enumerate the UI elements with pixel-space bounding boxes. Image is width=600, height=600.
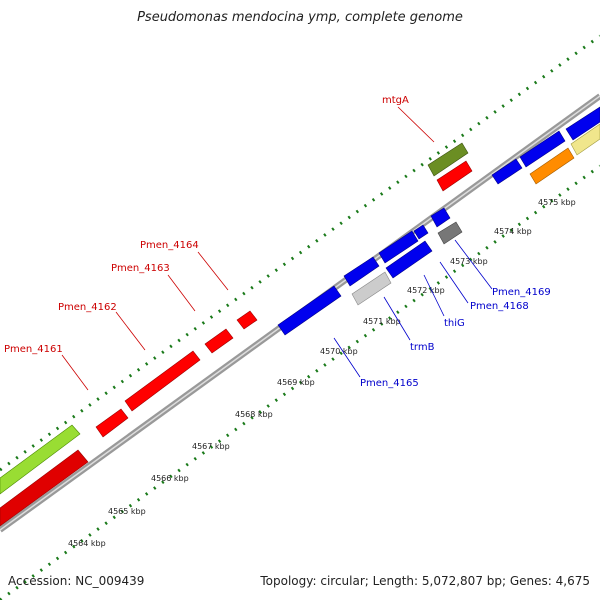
genome-summary: Topology: circular; Length: 5,072,807 bp… [260, 574, 590, 588]
inner-tick-ring [0, 164, 600, 600]
gene-red [0, 449, 89, 527]
reverse-strand-genes [277, 123, 600, 336]
leader-line [423, 274, 445, 317]
accession-label: Accession: NC_009439 [8, 574, 145, 588]
gene-label-Pmen_4163: Pmen_4163 [111, 263, 170, 274]
gene-red [124, 350, 201, 412]
gene-blue [430, 207, 451, 228]
gene-cream [570, 123, 600, 156]
gene-label-thiG: thiG [444, 318, 465, 329]
leader-line [397, 106, 435, 143]
gene-blue [491, 158, 523, 185]
gene-label-trmB: trmB [410, 342, 435, 353]
leader-line [454, 239, 493, 290]
gene-gray [437, 221, 463, 245]
leader-line [197, 251, 229, 291]
gene-light-gray [351, 271, 392, 306]
gene-red [95, 408, 129, 438]
gene-blue [519, 130, 566, 168]
leader-line [115, 311, 146, 351]
gene-label-Pmen_4162: Pmen_4162 [58, 302, 117, 313]
scale-label: 4570 kbp [320, 347, 358, 356]
gene-red [204, 328, 234, 354]
gene-blue [385, 240, 433, 279]
gene-label-Pmen_4168: Pmen_4168 [470, 301, 529, 312]
scale-label: 4567 kbp [192, 442, 230, 451]
scale-label: 4573 kbp [450, 257, 488, 266]
leader-line [383, 296, 411, 341]
gene-label-Pmen_4169: Pmen_4169 [492, 287, 551, 298]
gene-blue [343, 256, 380, 287]
forward-strand-genes [0, 106, 600, 527]
reverse-gene-labels: Pmen_4169 Pmen_4168 thiG trmB Pmen_4165 [333, 239, 551, 389]
gene-blue [413, 224, 429, 240]
scale-labels: 4564 kbp 4565 kbp 4566 kbp 4567 kbp 4568… [68, 198, 576, 548]
forward-gene-labels: mtgA Pmen_4164 Pmen_4163 Pmen_4162 Pmen_… [4, 95, 435, 391]
leader-line [167, 274, 196, 312]
gene-orange [529, 147, 575, 185]
scale-label: 4575 kbp [538, 198, 576, 207]
outer-tick-ring [0, 34, 600, 472]
scale-label: 4568 kbp [235, 410, 273, 419]
scale-label: 4571 kbp [363, 317, 401, 326]
leader-line [61, 354, 89, 391]
leader-line [439, 261, 469, 304]
gene-label-Pmen_4165: Pmen_4165 [360, 378, 419, 389]
gene-label-Pmen_4164: Pmen_4164 [140, 240, 199, 251]
scale-label: 4569 kbp [277, 378, 315, 387]
scale-label: 4564 kbp [68, 539, 106, 548]
leader-line [333, 337, 361, 378]
gene-olive [427, 142, 469, 177]
gene-light-green [0, 424, 81, 495]
gene-blue [378, 230, 419, 264]
gene-red [436, 160, 473, 192]
map-title: Pseudomonas mendocina ymp, complete geno… [137, 10, 463, 25]
gene-blue [277, 285, 342, 336]
scale-label: 4574 kbp [494, 227, 532, 236]
gene-blue [565, 106, 600, 141]
gene-label-Pmen_4161: Pmen_4161 [4, 344, 63, 355]
gene-red [236, 310, 258, 330]
gene-label-mtgA: mtgA [382, 95, 409, 106]
scale-label: 4566 kbp [151, 474, 189, 483]
scale-label: 4572 kbp [407, 286, 445, 295]
scale-label: 4565 kbp [108, 507, 146, 516]
